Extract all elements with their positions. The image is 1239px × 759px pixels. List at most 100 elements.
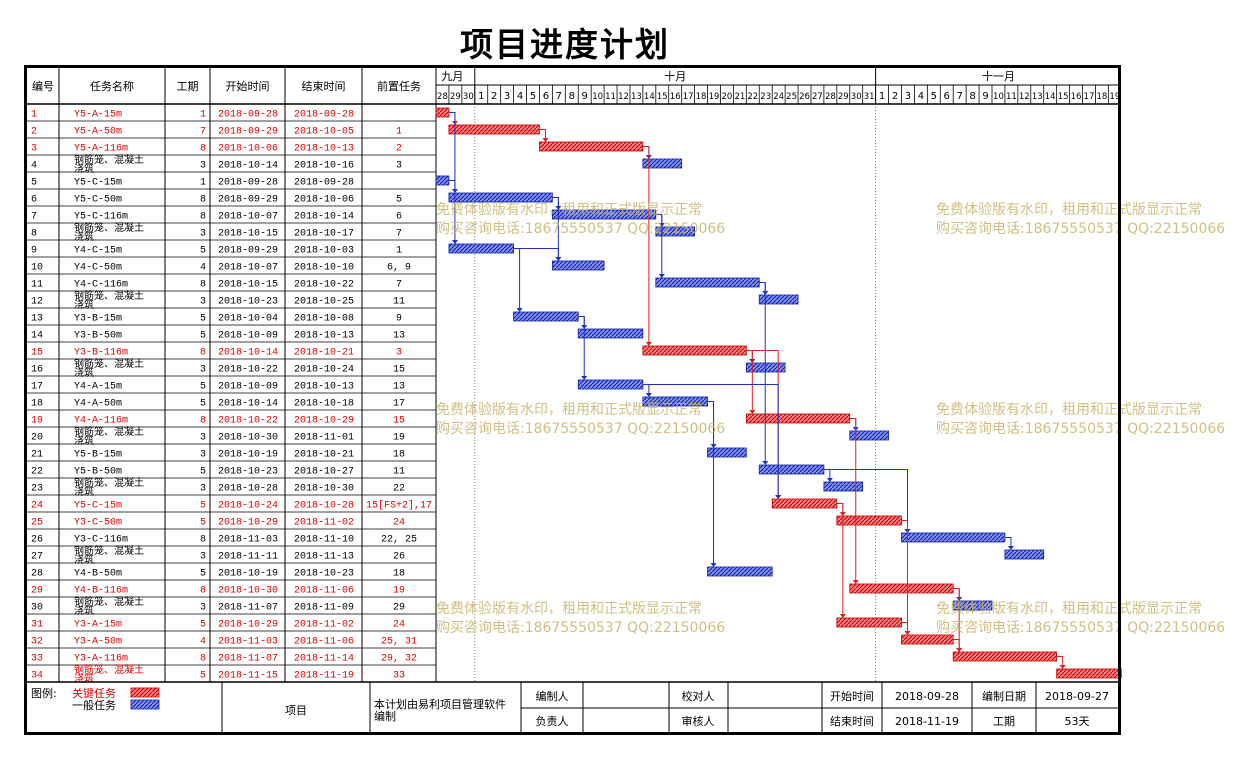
task-start: 2018-11-03	[218, 535, 278, 546]
task-predecessor: 3	[396, 348, 402, 359]
task-id: 10	[31, 263, 43, 274]
watermark-text: 购买咨询电话:18675550537 QQ:22150066	[436, 620, 725, 636]
task-name: Y3-A-50m	[74, 637, 122, 648]
day-label: 8	[569, 91, 575, 102]
dependency-link	[655, 214, 663, 276]
task-end: 2018-09-28	[294, 110, 354, 121]
task-bar[interactable]	[823, 481, 864, 492]
dependency-arrow	[852, 580, 859, 584]
task-bar[interactable]	[1056, 668, 1122, 679]
task-start: 2018-10-15	[218, 229, 278, 240]
task-duration: 8	[200, 654, 206, 665]
legend-label: 图例:	[31, 686, 57, 700]
task-duration: 8	[200, 586, 206, 597]
task-bar[interactable]	[707, 566, 773, 577]
task-end: 2018-11-06	[294, 637, 354, 648]
task-id: 5	[31, 178, 37, 189]
task-id: 9	[31, 246, 37, 257]
task-id: 3	[31, 144, 37, 155]
month-label: 十月	[664, 69, 686, 83]
dependency-arrow	[581, 376, 588, 380]
dependency-arrow	[542, 138, 549, 142]
task-id: 2	[31, 127, 37, 138]
watermark-text: 免费体验版有水印，租用和正式版显示正常	[436, 402, 702, 418]
task-bar[interactable]	[642, 158, 683, 169]
legend-normal-swatch	[130, 699, 160, 710]
task-bar[interactable]	[655, 226, 695, 237]
task-end: 2018-11-06	[294, 586, 354, 597]
header-pred: 前置任务	[377, 79, 421, 93]
task-bar[interactable]	[707, 447, 747, 458]
task-id: 18	[31, 399, 43, 410]
day-label: 17	[683, 92, 694, 102]
task-id: 7	[31, 212, 37, 223]
task-name: Y4-C-15m	[74, 246, 122, 257]
task-end: 2018-10-06	[294, 195, 354, 206]
task-name: 钢筋笼、混凝土	[74, 153, 144, 167]
task-duration: 1	[200, 110, 206, 121]
dependency-link	[1056, 656, 1064, 667]
task-id: 26	[31, 535, 43, 546]
task-duration: 5	[200, 399, 206, 410]
task-bar[interactable]	[901, 634, 954, 645]
day-label: 5	[931, 91, 937, 102]
task-name: 浇筑	[74, 604, 94, 618]
task-duration: 8	[200, 212, 206, 223]
task-end: 2018-10-24	[294, 365, 354, 376]
task-id: 25	[31, 518, 43, 529]
task-name: Y4-C-116m	[74, 280, 128, 291]
task-start: 2018-11-11	[218, 552, 278, 563]
day-label: 13	[631, 92, 642, 102]
day-label: 5	[530, 91, 536, 102]
task-bar[interactable]	[952, 600, 993, 611]
task-id: 11	[31, 280, 43, 291]
day-label: 14	[644, 92, 655, 102]
task-duration: 5	[200, 620, 206, 631]
task-predecessor: 15	[393, 416, 405, 427]
dependency-arrow	[451, 240, 458, 244]
day-label: 12	[1019, 92, 1030, 102]
footer-duration-label: 工期	[993, 715, 1015, 728]
task-bar[interactable]	[758, 294, 799, 305]
task-end: 2018-10-14	[294, 212, 354, 223]
task-end: 2018-10-23	[294, 569, 354, 580]
task-name: Y3-C-116m	[74, 535, 128, 546]
task-id: 13	[31, 314, 43, 325]
task-name: Y5-B-15m	[74, 450, 122, 461]
task-start: 2018-10-29	[218, 620, 278, 631]
task-duration: 3	[200, 450, 206, 461]
task-predecessor: 6	[396, 212, 402, 223]
task-bar[interactable]	[849, 430, 889, 441]
task-name: Y4-C-50m	[74, 263, 122, 274]
task-predecessor: 19	[393, 586, 405, 597]
footer-note: 编制	[374, 709, 396, 723]
day-label: 3	[504, 91, 510, 102]
task-bar[interactable]	[551, 260, 605, 271]
task-id: 24	[31, 501, 43, 512]
task-end: 2018-11-09	[294, 603, 354, 614]
task-predecessor: 25, 31	[381, 637, 417, 648]
task-name: 浇筑	[74, 366, 94, 380]
task-end: 2018-10-22	[294, 280, 354, 291]
task-predecessor: 9	[396, 314, 402, 325]
day-label: 2	[892, 91, 898, 102]
dependency-arrow	[762, 461, 769, 465]
task-duration: 5	[200, 569, 206, 580]
task-start: 2018-11-07	[218, 654, 278, 665]
task-start: 2018-10-14	[218, 161, 278, 172]
header-start: 开始时间	[226, 79, 270, 93]
task-name: 浇筑	[74, 230, 94, 244]
footer-start-label: 开始时间	[830, 689, 874, 703]
dependency-arrow	[1007, 546, 1014, 550]
task-id: 6	[31, 195, 37, 206]
task-bar[interactable]	[577, 328, 644, 339]
task-bar[interactable]	[1004, 549, 1045, 560]
task-start: 2018-09-28	[218, 110, 278, 121]
task-name: 钢筋笼、混凝土	[74, 595, 144, 609]
day-label: 8	[969, 91, 975, 102]
task-id: 15	[31, 348, 43, 359]
task-duration: 8	[200, 144, 206, 155]
task-duration: 5	[200, 671, 206, 682]
task-id: 4	[31, 161, 37, 172]
